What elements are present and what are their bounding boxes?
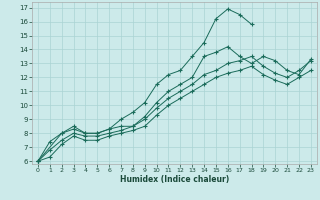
X-axis label: Humidex (Indice chaleur): Humidex (Indice chaleur)	[120, 175, 229, 184]
